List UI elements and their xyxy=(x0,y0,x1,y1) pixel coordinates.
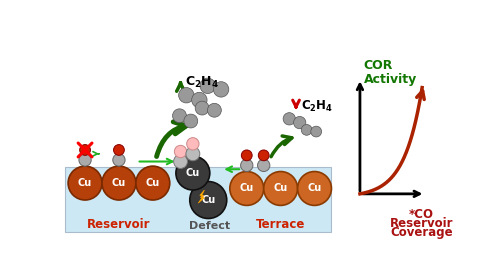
Circle shape xyxy=(174,155,187,169)
Text: Cu: Cu xyxy=(78,178,92,188)
FancyBboxPatch shape xyxy=(65,167,331,232)
Circle shape xyxy=(301,125,312,135)
Circle shape xyxy=(264,172,298,205)
Text: Cu: Cu xyxy=(201,195,215,205)
Circle shape xyxy=(283,113,295,125)
Text: Cu: Cu xyxy=(273,184,288,193)
Text: $\mathbf{C_2H_4}$: $\mathbf{C_2H_4}$ xyxy=(185,75,219,90)
Text: Activity: Activity xyxy=(364,73,417,86)
Text: *CO: *CO xyxy=(409,208,434,221)
Text: $\mathbf{C_2H_4}$: $\mathbf{C_2H_4}$ xyxy=(301,99,333,114)
Circle shape xyxy=(241,159,253,172)
Circle shape xyxy=(311,126,322,137)
Circle shape xyxy=(187,138,199,150)
Circle shape xyxy=(186,147,200,161)
Circle shape xyxy=(68,166,102,200)
Circle shape xyxy=(114,144,124,155)
Text: COR: COR xyxy=(364,59,393,72)
Circle shape xyxy=(200,78,216,94)
Polygon shape xyxy=(198,190,204,203)
Circle shape xyxy=(176,156,210,190)
Text: Reservoir: Reservoir xyxy=(390,217,453,230)
Circle shape xyxy=(258,150,269,161)
Circle shape xyxy=(195,101,209,115)
Text: Coverage: Coverage xyxy=(390,226,453,239)
Circle shape xyxy=(113,154,125,166)
Circle shape xyxy=(179,88,194,103)
Text: Cu: Cu xyxy=(307,184,322,193)
Circle shape xyxy=(230,172,264,205)
Circle shape xyxy=(298,172,332,205)
Circle shape xyxy=(173,109,186,123)
Text: Cu: Cu xyxy=(146,178,160,188)
Circle shape xyxy=(102,166,136,200)
Circle shape xyxy=(190,181,227,218)
Text: Cu: Cu xyxy=(186,168,200,178)
Circle shape xyxy=(257,159,270,172)
Text: Defect: Defect xyxy=(189,221,231,231)
Circle shape xyxy=(184,114,198,128)
Circle shape xyxy=(242,150,252,161)
Circle shape xyxy=(79,154,91,166)
Circle shape xyxy=(293,117,306,129)
Circle shape xyxy=(192,92,207,108)
Circle shape xyxy=(208,103,221,117)
Circle shape xyxy=(214,82,229,97)
Text: Terrace: Terrace xyxy=(256,218,305,231)
Text: Reservoir: Reservoir xyxy=(87,218,151,231)
Circle shape xyxy=(80,144,91,155)
Circle shape xyxy=(174,145,187,158)
Circle shape xyxy=(136,166,170,200)
Text: Cu: Cu xyxy=(112,178,126,188)
Text: Cu: Cu xyxy=(240,184,254,193)
